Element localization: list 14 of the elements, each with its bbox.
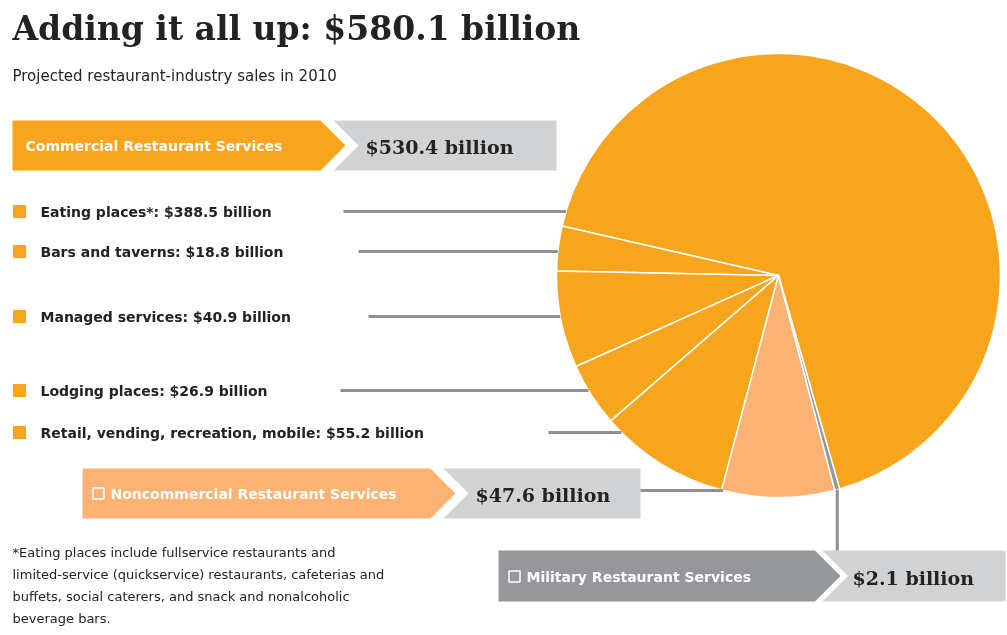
legend-label: Bars and taverns: $18.8 billion [40,243,284,260]
text: $530.4 billion [365,135,514,158]
text: *Eating places include fullservice restaurants and limited-service (quickservice) restaurants, cafeterias and buffets, social caterers, and snack and nonalcoholic beverage bars. [12,545,385,626]
legend-label: Managed services: $40.9 billion [40,308,291,325]
legend-label: Military Restaurant Services [526,568,752,585]
chart-title: Adding it all up: $580.1 billion [11,9,581,48]
legend-label: Eating places*: $388.5 billion [40,203,272,220]
data-label: $2.1 billion [852,566,975,589]
text: Projected restaurant-industry sales in 2010 [12,66,337,85]
legend-label: Lodging places: $26.9 billion [40,382,268,399]
data-label: $47.6 billion [475,483,611,506]
legend-label: Retail, vending, recreation, mobile: $55.2 billion [40,424,424,441]
legend-label: Noncommercial Restaurant Services [110,485,397,502]
text: Commercial Restaurant Services [25,137,283,154]
